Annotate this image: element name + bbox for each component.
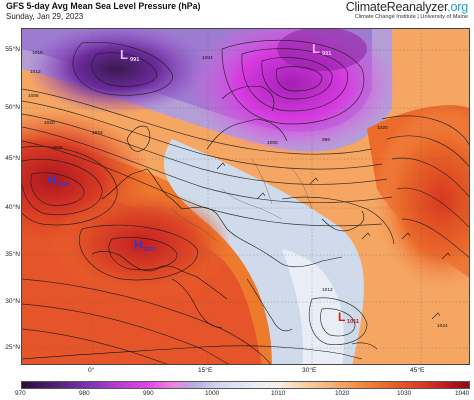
lon-label-45e: 45°E — [410, 367, 425, 374]
low-center-label-2: L — [312, 41, 320, 56]
low-center-value-3: 1011 — [347, 319, 359, 325]
colorbar-tick: 990 — [143, 390, 154, 397]
lon-label-30e: 30°E — [302, 367, 317, 374]
isobar-label: 1024 — [92, 130, 103, 136]
high-center-label-2: H — [134, 238, 143, 252]
lat-label-35: 35°N — [5, 251, 20, 258]
pressure-map[interactable]: L 991 L 991 H 1034 H 1032 L 1011 1016 10… — [21, 28, 470, 365]
lat-label-55: 55°N — [5, 46, 20, 53]
isobar-label: 1012 — [322, 287, 333, 293]
pressure-map-svg: L 991 L 991 H 1034 H 1032 L 1011 1016 10… — [22, 29, 469, 364]
lat-label-50: 50°N — [5, 104, 20, 111]
high-center-value-2: 1032 — [143, 247, 155, 253]
colorbar-tick: 970 — [15, 390, 26, 397]
title: GFS 5-day Avg Mean Sea Level Pressure (h… — [6, 1, 201, 11]
colorbar-tick: 1020 — [335, 390, 350, 397]
brand-name: ClimateReanalyzer — [345, 0, 448, 14]
isobar-label: 1020 — [377, 125, 388, 131]
isobar-label: 1024 — [437, 323, 448, 329]
lat-label-30: 30°N — [5, 298, 20, 305]
high-center-value-1: 1034 — [57, 182, 70, 188]
isobar-label: 1028 — [52, 145, 63, 151]
lon-label-15e: 15°E — [198, 367, 213, 374]
brand-logo[interactable]: ClimateReanalyzer.org — [346, 0, 468, 14]
isobar-label: 1016 — [32, 50, 43, 56]
high-center-label-1: H — [48, 173, 57, 187]
colorbar-tick: 980 — [79, 390, 90, 397]
isobar-label: 1020 — [44, 120, 55, 126]
colorbar-tick: 1040 — [455, 390, 470, 397]
colorbar-tick: 1000 — [205, 390, 220, 397]
isobar-label: 1008 — [28, 93, 39, 99]
lat-label-25: 25°N — [5, 344, 20, 351]
isobar-label: 1012 — [30, 69, 41, 75]
low-center-label-1: L — [120, 47, 128, 62]
lat-label-40: 40°N — [5, 204, 20, 211]
isobar-label: 996 — [322, 137, 330, 143]
lat-label-45: 45°N — [5, 155, 20, 162]
brand-subtitle: Climate Change Institute | University of… — [354, 14, 468, 20]
low-center-value-2: 991 — [322, 51, 331, 57]
lon-label-0: 0° — [88, 367, 95, 374]
isobar-label: 1004 — [202, 55, 213, 61]
isobar-label: 1000 — [267, 140, 278, 146]
low-center-label-3: L — [338, 310, 345, 324]
colorbar — [21, 381, 470, 389]
colorbar-tick: 1030 — [397, 390, 412, 397]
brand-tld: .org — [447, 0, 468, 14]
low-center-value-1: 991 — [130, 57, 139, 63]
subtitle-date: Sunday, Jan 29, 2023 — [6, 12, 84, 21]
colorbar-tick: 1010 — [271, 390, 286, 397]
